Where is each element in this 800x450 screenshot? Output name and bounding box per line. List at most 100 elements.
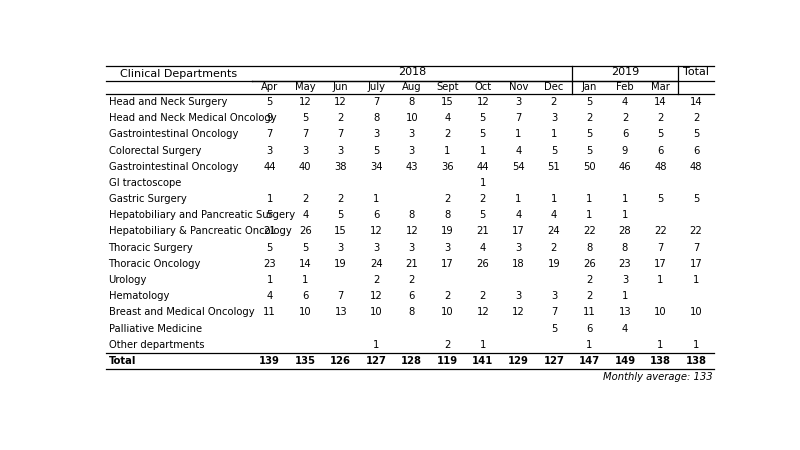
Text: 10: 10 xyxy=(654,307,667,317)
Text: 22: 22 xyxy=(583,226,596,237)
Text: 3: 3 xyxy=(338,243,344,252)
Text: 4: 4 xyxy=(515,210,522,220)
Text: 2018: 2018 xyxy=(398,68,426,77)
Text: 48: 48 xyxy=(690,162,702,172)
Text: 8: 8 xyxy=(622,243,628,252)
Text: 1: 1 xyxy=(658,275,664,285)
Text: 21: 21 xyxy=(406,259,418,269)
Text: Feb: Feb xyxy=(616,82,634,93)
Text: 149: 149 xyxy=(614,356,635,366)
Text: 3: 3 xyxy=(550,291,557,301)
Text: 12: 12 xyxy=(477,97,490,107)
Text: 24: 24 xyxy=(370,259,382,269)
Text: 7: 7 xyxy=(338,130,344,140)
Text: 126: 126 xyxy=(330,356,351,366)
Text: 2: 2 xyxy=(338,194,344,204)
Text: 141: 141 xyxy=(472,356,494,366)
Text: 3: 3 xyxy=(266,146,273,156)
Text: 15: 15 xyxy=(334,226,347,237)
Text: Head and Neck Surgery: Head and Neck Surgery xyxy=(109,97,227,107)
Text: 1: 1 xyxy=(302,275,308,285)
Text: 46: 46 xyxy=(618,162,631,172)
Text: 5: 5 xyxy=(480,130,486,140)
Text: 2: 2 xyxy=(444,291,450,301)
Text: 3: 3 xyxy=(444,243,450,252)
Text: Head and Neck Medical Oncology: Head and Neck Medical Oncology xyxy=(109,113,276,123)
Text: 23: 23 xyxy=(618,259,631,269)
Text: 34: 34 xyxy=(370,162,382,172)
Text: 3: 3 xyxy=(373,130,379,140)
Text: 2: 2 xyxy=(480,194,486,204)
Text: 135: 135 xyxy=(294,356,316,366)
Text: 13: 13 xyxy=(618,307,631,317)
Text: 5: 5 xyxy=(302,113,308,123)
Text: 128: 128 xyxy=(402,356,422,366)
Text: 138: 138 xyxy=(650,356,671,366)
Text: 147: 147 xyxy=(579,356,600,366)
Text: 127: 127 xyxy=(366,356,386,366)
Text: Thoracic Surgery: Thoracic Surgery xyxy=(109,243,194,252)
Text: Colorectal Surgery: Colorectal Surgery xyxy=(109,146,201,156)
Text: 7: 7 xyxy=(338,291,344,301)
Text: 2: 2 xyxy=(586,113,593,123)
Text: 1: 1 xyxy=(622,210,628,220)
Text: 4: 4 xyxy=(515,146,522,156)
Text: 3: 3 xyxy=(338,146,344,156)
Text: 3: 3 xyxy=(550,113,557,123)
Text: 43: 43 xyxy=(406,162,418,172)
Text: 13: 13 xyxy=(334,307,347,317)
Text: 14: 14 xyxy=(690,97,702,107)
Text: Thoracic Oncology: Thoracic Oncology xyxy=(109,259,201,269)
Text: GI tractoscope: GI tractoscope xyxy=(109,178,181,188)
Text: 2: 2 xyxy=(658,113,664,123)
Text: Breast and Medical Oncology: Breast and Medical Oncology xyxy=(109,307,254,317)
Text: 2: 2 xyxy=(693,113,699,123)
Text: Jan: Jan xyxy=(582,82,597,93)
Text: 2: 2 xyxy=(444,130,450,140)
Text: 19: 19 xyxy=(441,226,454,237)
Text: 3: 3 xyxy=(302,146,308,156)
Text: 5: 5 xyxy=(586,97,593,107)
Text: 1: 1 xyxy=(373,194,379,204)
Text: 129: 129 xyxy=(508,356,529,366)
Text: 6: 6 xyxy=(693,146,699,156)
Text: 17: 17 xyxy=(654,259,667,269)
Text: 2019: 2019 xyxy=(611,68,639,77)
Text: May: May xyxy=(295,82,315,93)
Text: 7: 7 xyxy=(302,130,308,140)
Text: 2: 2 xyxy=(550,97,557,107)
Text: 139: 139 xyxy=(259,356,280,366)
Text: 1: 1 xyxy=(266,275,273,285)
Text: 5: 5 xyxy=(658,194,664,204)
Text: 17: 17 xyxy=(441,259,454,269)
Text: 1: 1 xyxy=(586,194,593,204)
Text: Jun: Jun xyxy=(333,82,349,93)
Text: 2: 2 xyxy=(550,243,557,252)
Text: 2: 2 xyxy=(409,275,415,285)
Text: 10: 10 xyxy=(690,307,702,317)
Text: 5: 5 xyxy=(550,324,557,333)
Text: 7: 7 xyxy=(658,243,664,252)
Text: 1: 1 xyxy=(480,340,486,350)
Text: 17: 17 xyxy=(512,226,525,237)
Text: Hepatobiliary & Pancreatic Oncology: Hepatobiliary & Pancreatic Oncology xyxy=(109,226,291,237)
Text: 4: 4 xyxy=(444,113,450,123)
Text: Clinical Departments: Clinical Departments xyxy=(121,69,238,79)
Text: Total: Total xyxy=(109,356,136,366)
Text: 8: 8 xyxy=(409,210,415,220)
Text: 12: 12 xyxy=(334,97,347,107)
Text: Palliative Medicine: Palliative Medicine xyxy=(109,324,202,333)
Text: 6: 6 xyxy=(658,146,664,156)
Text: 8: 8 xyxy=(409,97,415,107)
Text: July: July xyxy=(367,82,386,93)
Text: 8: 8 xyxy=(373,113,379,123)
Text: 2: 2 xyxy=(622,113,628,123)
Text: 4: 4 xyxy=(480,243,486,252)
Text: 1: 1 xyxy=(550,194,557,204)
Text: 1: 1 xyxy=(622,291,628,301)
Text: Total: Total xyxy=(683,68,709,77)
Text: 5: 5 xyxy=(266,210,273,220)
Text: 23: 23 xyxy=(263,259,276,269)
Text: 5: 5 xyxy=(658,130,664,140)
Text: Monthly average: 133: Monthly average: 133 xyxy=(602,372,712,382)
